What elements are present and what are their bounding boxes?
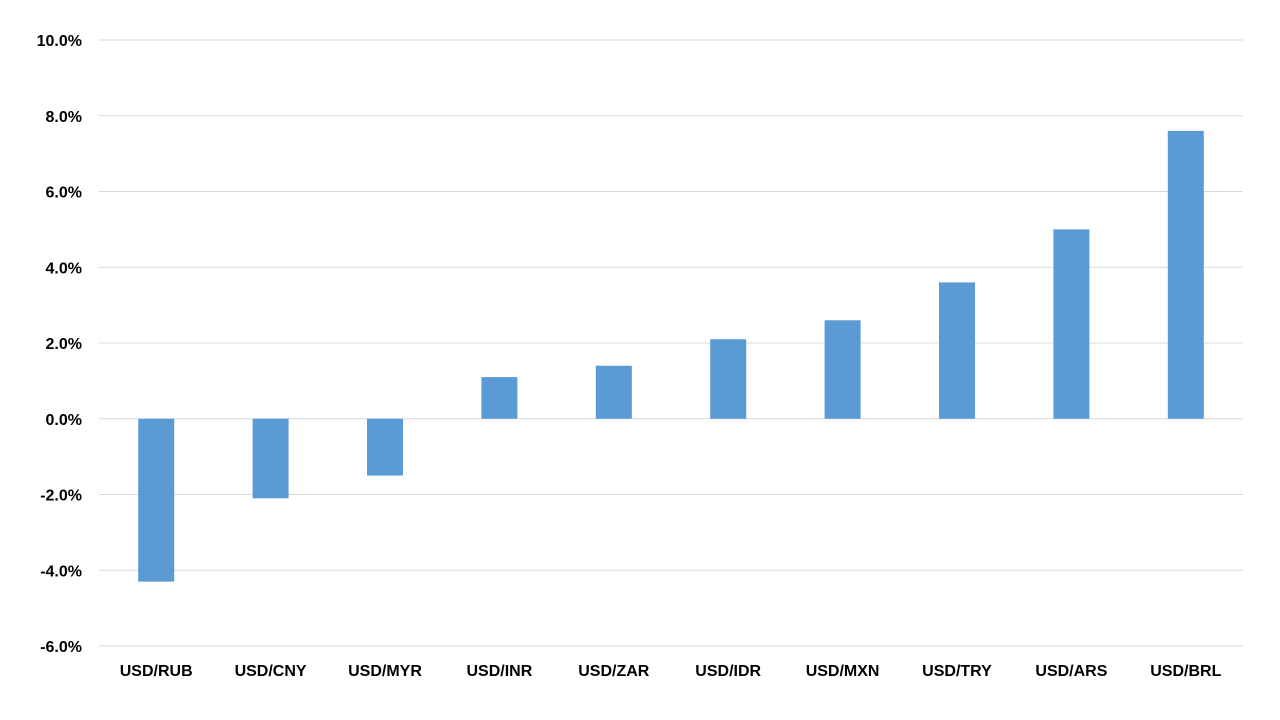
bar-usd-rub: [138, 418, 175, 582]
y-tick-label: 2.0%: [46, 336, 82, 353]
bar-usd-try: [939, 282, 975, 419]
y-tick-label: 8.0%: [46, 109, 82, 126]
bar-usd-brl: [1167, 130, 1204, 419]
y-tick-label: -6.0%: [40, 639, 82, 656]
x-tick-label: USD/ZAR: [578, 663, 650, 680]
x-tick-label: USD/TRY: [922, 663, 992, 680]
bar-usd-ars: [1053, 229, 1090, 419]
x-tick-label: USD/CNY: [235, 663, 307, 680]
bar-usd-mxn: [824, 320, 861, 419]
y-tick-label: 10.0%: [37, 33, 82, 50]
y-tick-label: 4.0%: [46, 260, 82, 277]
bar-usd-myr: [367, 418, 403, 476]
bar-usd-idr: [710, 339, 747, 419]
x-tick-label: USD/INR: [467, 663, 533, 680]
bar-usd-zar: [595, 365, 632, 419]
x-tick-label: USD/ARS: [1035, 663, 1107, 680]
gridlines: [99, 39, 1243, 647]
x-tick-label: USD/BRL: [1150, 663, 1221, 680]
y-tick-label: 6.0%: [46, 185, 82, 202]
x-tick-label: USD/MXN: [806, 663, 880, 680]
bar-usd-inr: [481, 377, 518, 419]
bar-usd-cny: [252, 418, 289, 499]
y-axis-tick-labels: 10.0% 8.0% 6.0% 4.0% 2.0% 0.0% -2.0% -4.0% -6.0%: [37, 33, 82, 656]
bars: [138, 130, 1204, 582]
y-tick-label: -4.0%: [40, 563, 82, 580]
x-tick-label: USD/MYR: [348, 663, 422, 680]
x-tick-label: USD/IDR: [695, 663, 761, 680]
y-tick-label: 0.0%: [46, 412, 82, 429]
y-tick-label: -2.0%: [40, 488, 82, 505]
x-axis-tick-labels: USD/RUB USD/CNY USD/MYR USD/INR USD/ZAR USD/I…: [120, 663, 1222, 680]
x-tick-label: USD/RUB: [120, 663, 193, 680]
